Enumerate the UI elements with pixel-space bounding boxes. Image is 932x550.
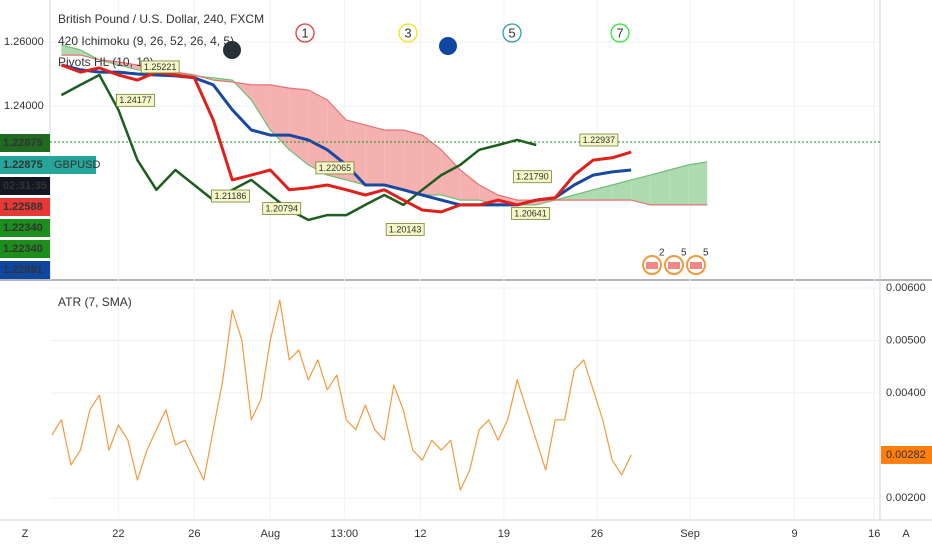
pivot-label-box [140,60,180,74]
cloud-segment [669,164,689,205]
atr-title: ATR (7, SMA) [58,295,132,309]
cloud-segment [688,162,708,205]
cloud-segment [574,189,594,201]
pivot-label-box [262,202,302,215]
symbol-badge [50,156,96,174]
marker-number: 3 [404,25,411,40]
series-line [51,299,632,491]
y-tick-label: 1.26000 [4,36,44,48]
pivot-label-box [116,93,155,107]
price-badge-label: 1.22588 [3,201,43,213]
symbol-label: GBPUSD [54,159,101,171]
pivot-label: 1.25221 [144,62,177,72]
pivot-label-box [211,189,250,203]
event-flag-stripes [690,262,702,269]
x-tick-label: 16 [868,528,880,540]
cloud-segment [61,44,81,56]
price-badge [0,240,50,258]
marker-circle [502,23,522,43]
pivot-label: 1.22937 [583,135,616,145]
x-tick-label: 19 [498,528,510,540]
dot-icon [439,37,457,55]
atr-value-label: 0.00282 [886,449,926,461]
y-tick-label: 0.00600 [886,282,926,294]
price-badge [0,134,50,152]
corner-button[interactable]: Z [22,528,29,540]
event-count: 5 [703,248,709,259]
price-badge-label: 02:31:35 [3,180,47,192]
pivot-label-box [511,207,550,220]
cloud-segment [441,149,461,201]
price-badge [0,177,50,195]
indicator-legend: Pivots HL (10, 10) [58,55,154,69]
price-badge-label: 1.22340 [3,243,43,255]
pivot-label-box [315,161,355,175]
cloud-segment [270,84,290,150]
x-tick-label: 12 [414,528,426,540]
event-count: 5 [681,248,687,259]
event-count: 2 [659,248,665,259]
x-tick-label: 22 [112,528,124,540]
marker-circle [398,23,418,43]
price-badge [0,261,50,279]
indicator-legend: 420 Ichimoku (9, 26, 52, 26, 4, 5) [58,34,234,48]
x-tick-label: 9 [791,528,797,540]
event-flag-stripes [646,262,658,269]
x-tick-label: 13:00 [331,528,359,540]
pivot-label: 1.20143 [389,224,422,234]
marker-number: 5 [508,25,515,40]
pivot-label: 1.21186 [214,191,246,201]
moon-icons [223,24,601,59]
cloud-segment [403,130,423,195]
event-flag-stripes [668,262,680,269]
cloud-segment [289,88,309,165]
price-badge-label: 1.22340 [3,222,43,234]
cloud-segment [118,61,138,70]
pivot-label: 1.22065 [319,163,352,173]
cloud-segment [631,175,651,205]
cloud-segment [365,124,385,186]
y-tick-label: 0.00400 [886,387,926,399]
price-badge-label: 1.22091 [3,264,43,276]
cloud-segment [251,84,271,130]
price-badge [0,219,50,237]
pivot-label-box [513,170,552,184]
marker-number: 1 [301,25,308,40]
y-tick-label: 0.00500 [886,334,926,346]
price-badge [0,156,50,174]
corner-button[interactable]: A [902,528,910,540]
cloud-segment [612,179,632,201]
pivot-label-box [579,133,619,147]
price-badge-label: 1.22875 [3,137,43,149]
y-tick-label: 0.00200 [886,492,926,504]
y-tick-label: 1.24000 [4,100,44,112]
pivot-label: 1.24177 [119,95,152,105]
cloud-segment [650,170,670,205]
atr-value-badge [881,445,932,464]
x-tick-label: Sep [680,528,700,540]
marker-number: 7 [616,25,623,40]
pivot-label-box [385,223,425,236]
price-badge-label: 1.22875 [3,159,43,171]
price-badge [0,198,50,216]
x-tick-label: 26 [591,528,603,540]
cloud-segment [384,130,404,190]
pivot-label: 1.20641 [514,208,547,218]
x-tick-label: Aug [261,528,281,540]
chart-title: British Pound / U.S. Dollar, 240, FXCM [58,12,264,26]
cloud-segment [460,170,480,201]
marker-circle [610,23,630,43]
marker-circle [295,23,315,43]
dot-icon [223,41,241,59]
x-tick-label: 26 [188,528,200,540]
pivot-label: 1.21790 [516,172,549,182]
cloud-segment [308,90,328,176]
pivot-label: 1.20794 [265,203,298,213]
